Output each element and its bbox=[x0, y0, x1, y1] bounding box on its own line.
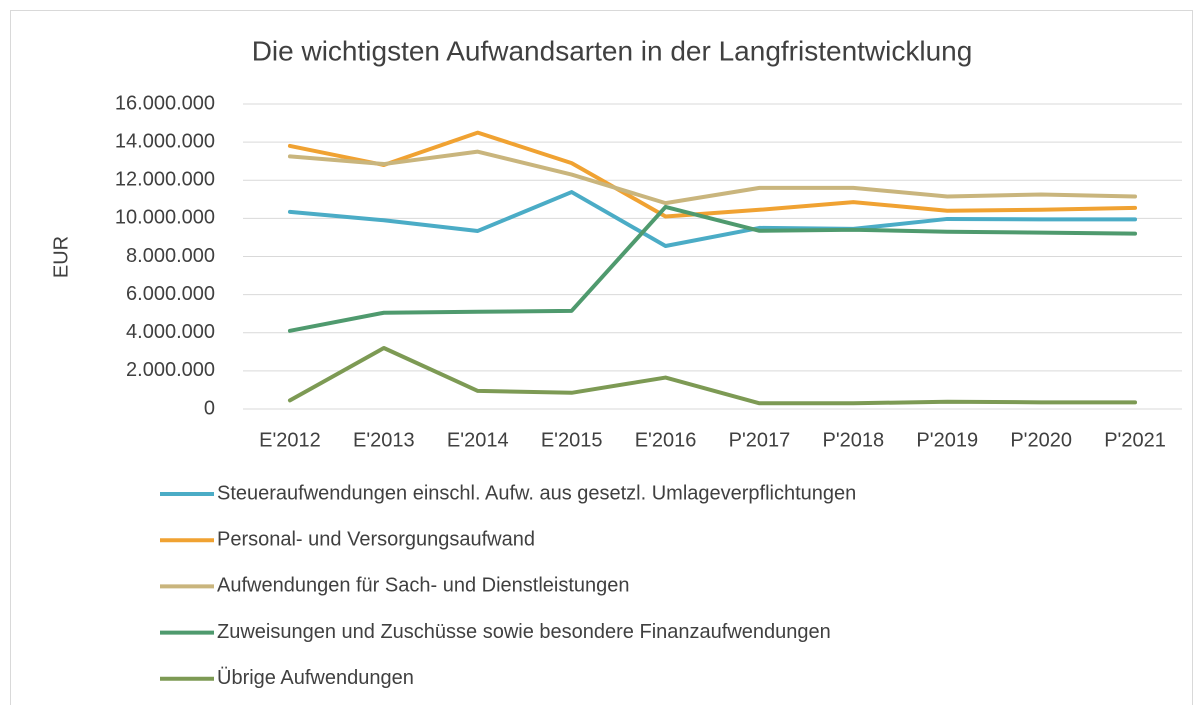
y-tick-label: 14.000.000 bbox=[115, 130, 215, 152]
y-tick-label: 16.000.000 bbox=[115, 92, 215, 114]
series-line bbox=[287, 204, 1138, 333]
y-tick-label: 2.000.000 bbox=[126, 359, 215, 381]
y-tick-label: 12.000.000 bbox=[115, 169, 215, 191]
y-axis-label: EUR bbox=[50, 236, 72, 278]
chart-frame bbox=[10, 10, 1193, 705]
legend-label: Zuweisungen und Zuschüsse sowie besonder… bbox=[217, 621, 831, 643]
series-line bbox=[287, 190, 1138, 249]
x-tick-label: P'2018 bbox=[823, 429, 885, 451]
series-line bbox=[287, 346, 1138, 406]
chart-title: Die wichtigsten Aufwandsarten in der Lan… bbox=[252, 35, 973, 66]
x-tick-label: P'2020 bbox=[1010, 429, 1072, 451]
x-tick-label: P'2019 bbox=[916, 429, 978, 451]
x-tick-label: E'2016 bbox=[635, 429, 697, 451]
x-tick-label: P'2021 bbox=[1104, 429, 1166, 451]
legend-label: Übrige Aufwendungen bbox=[217, 667, 414, 689]
x-tick-label: E'2015 bbox=[541, 429, 603, 451]
y-tick-label: 4.000.000 bbox=[126, 321, 215, 343]
x-tick-label: E'2013 bbox=[353, 429, 415, 451]
legend-label: Steueraufwendungen einschl. Aufw. aus ge… bbox=[217, 482, 856, 504]
legend-label: Aufwendungen für Sach- und Dienstleistun… bbox=[217, 575, 630, 597]
legend-label: Personal- und Versorgungsaufwand bbox=[217, 528, 535, 550]
series-line bbox=[287, 149, 1138, 206]
x-tick-label: P'2017 bbox=[729, 429, 791, 451]
series-line bbox=[287, 130, 1138, 219]
x-tick-label: E'2012 bbox=[259, 429, 321, 451]
y-tick-label: 8.000.000 bbox=[126, 245, 215, 267]
y-tick-label: 6.000.000 bbox=[126, 283, 215, 305]
y-tick-label: 10.000.000 bbox=[115, 207, 215, 229]
x-tick-label: E'2014 bbox=[447, 429, 509, 451]
y-tick-label: 0 bbox=[204, 397, 215, 419]
